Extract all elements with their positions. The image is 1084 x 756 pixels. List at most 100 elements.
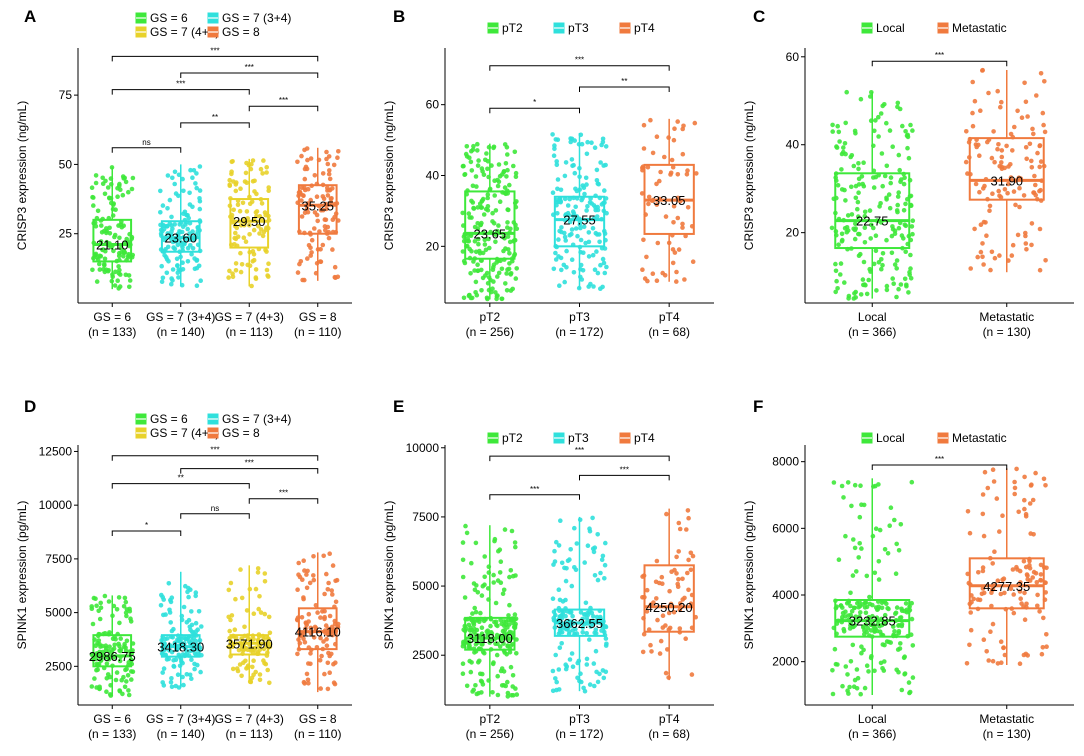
data-point	[570, 163, 575, 169]
y-axis-label: SPINK1 expression (pg/mL)	[742, 501, 756, 650]
data-point	[908, 122, 913, 128]
data-point	[876, 577, 882, 582]
data-point	[676, 549, 681, 554]
data-point	[1040, 645, 1046, 650]
data-point	[491, 572, 496, 578]
panel-letter: E	[393, 397, 404, 416]
data-point	[553, 676, 558, 681]
data-point	[998, 195, 1004, 200]
data-point	[239, 595, 245, 601]
data-point	[176, 193, 181, 199]
data-point	[193, 638, 199, 644]
data-point	[266, 188, 272, 193]
data-point	[891, 281, 896, 287]
data-point	[126, 252, 131, 257]
significance-label: **	[212, 113, 218, 122]
data-point	[677, 526, 683, 532]
data-point	[158, 603, 164, 608]
data-point	[681, 123, 686, 129]
data-point	[308, 625, 314, 631]
data-point	[553, 652, 558, 658]
legend-label: Local	[876, 431, 905, 445]
data-point	[556, 587, 562, 592]
data-point	[247, 222, 252, 228]
data-point	[830, 122, 835, 128]
data-point	[844, 89, 849, 95]
data-point	[117, 235, 122, 241]
data-point	[464, 683, 470, 689]
data-point	[498, 580, 504, 585]
data-point	[471, 206, 477, 211]
data-point	[253, 210, 259, 215]
data-point	[461, 295, 467, 301]
data-point	[482, 237, 488, 243]
data-point	[972, 226, 977, 232]
data-point	[229, 159, 235, 165]
data-point	[306, 611, 312, 617]
data-point	[1035, 150, 1040, 156]
data-point	[124, 638, 130, 644]
data-point	[586, 239, 592, 245]
data-point	[598, 262, 603, 268]
data-point	[895, 209, 900, 215]
data-point	[660, 625, 666, 630]
data-point	[309, 237, 315, 243]
data-point	[174, 256, 180, 262]
data-point	[554, 687, 559, 693]
data-point	[674, 279, 679, 284]
data-point	[981, 262, 986, 267]
data-point	[866, 669, 871, 674]
data-point	[564, 265, 569, 270]
data-point	[267, 680, 272, 686]
data-point	[497, 173, 503, 179]
data-point	[1044, 632, 1049, 637]
data-point	[119, 677, 124, 683]
data-point	[972, 98, 978, 104]
data-point	[262, 579, 268, 584]
data-point	[893, 611, 898, 616]
data-point	[910, 231, 915, 237]
data-point	[187, 639, 192, 644]
y-axis-label: CRISP3 expression (ng/mL)	[742, 101, 756, 250]
y-axis-label: CRISP3 expression (ng/mL)	[15, 101, 29, 250]
data-point	[890, 276, 895, 281]
data-point	[491, 279, 496, 284]
data-point	[654, 134, 660, 139]
data-point	[575, 675, 580, 681]
data-point	[480, 671, 485, 677]
data-point	[670, 164, 676, 170]
data-point	[504, 174, 509, 179]
data-point	[997, 529, 1002, 534]
data-point	[299, 198, 304, 203]
data-point	[876, 482, 881, 487]
data-point	[323, 217, 329, 223]
data-point	[592, 145, 598, 150]
data-point	[868, 94, 873, 99]
data-point	[122, 684, 128, 690]
legend-label: Metastatic	[952, 431, 1007, 445]
data-point	[852, 482, 858, 488]
data-point	[102, 256, 108, 262]
data-point	[327, 551, 333, 556]
data-point	[835, 123, 840, 129]
data-point	[981, 533, 987, 539]
data-point	[181, 188, 186, 194]
data-point	[301, 596, 306, 602]
data-point	[1022, 617, 1028, 622]
data-point	[590, 252, 596, 258]
data-point	[460, 671, 466, 676]
data-point	[581, 224, 587, 230]
data-point	[840, 237, 845, 243]
data-point	[894, 605, 900, 610]
data-point	[862, 240, 868, 245]
data-point	[489, 631, 495, 636]
significance-label: **	[621, 77, 627, 86]
data-point	[317, 229, 322, 234]
data-point	[304, 585, 310, 591]
data-point	[238, 567, 243, 572]
data-point	[836, 557, 842, 562]
significance-label: *	[533, 98, 536, 107]
data-point	[856, 182, 862, 187]
data-point	[299, 615, 305, 620]
data-point	[464, 144, 470, 149]
